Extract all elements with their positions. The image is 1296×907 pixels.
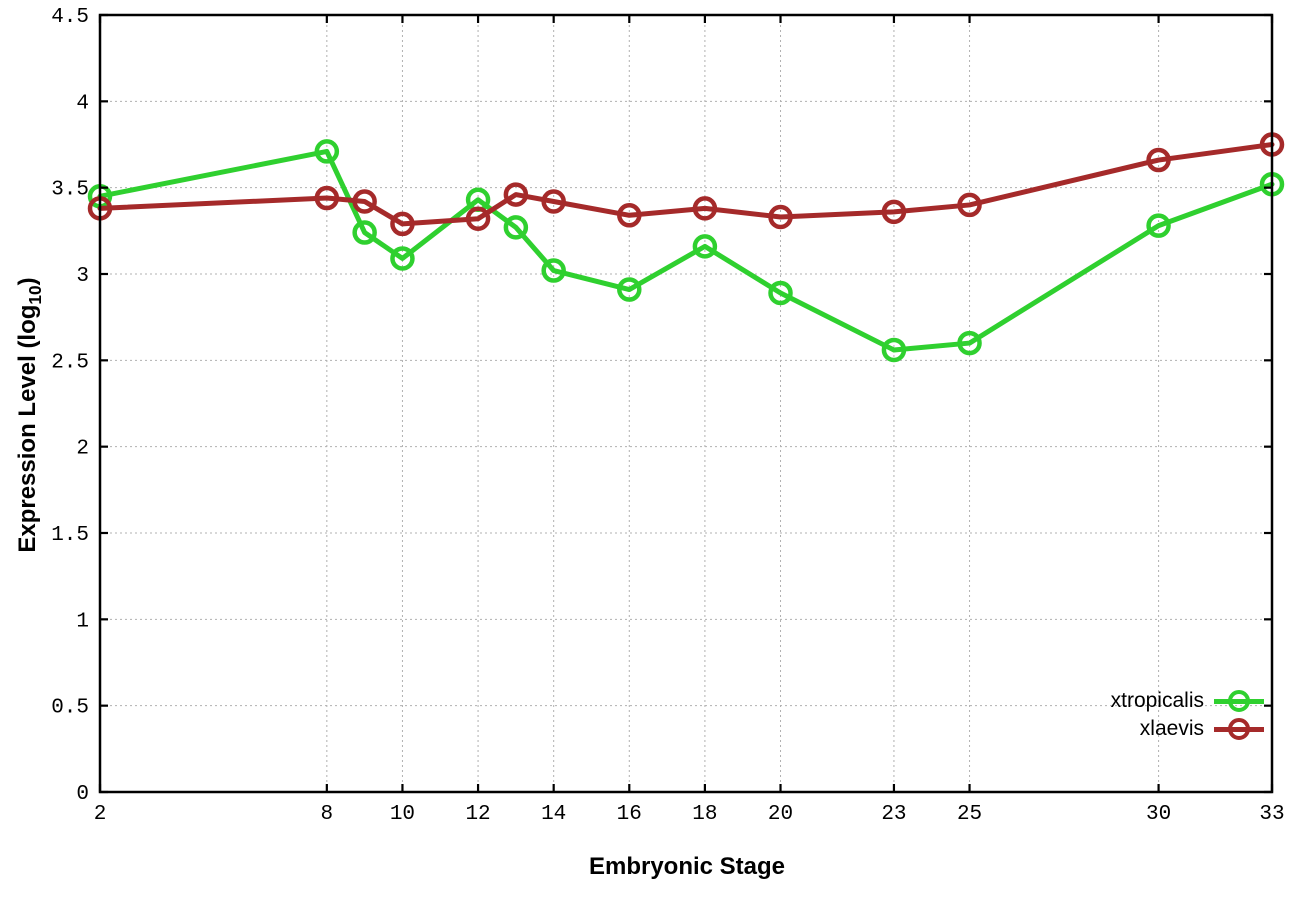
data-point-xlaevis [1146,147,1171,173]
x-tick-label: 8 [321,803,334,826]
data-point-xtropicalis [957,330,982,356]
series-line-xtropicalis [97,148,1275,353]
data-point-xlaevis [352,189,377,214]
data-point-xtropicalis [314,139,340,164]
data-point-xtropicalis [881,337,907,363]
y-tick-label: 1 [76,610,89,633]
data-point-xtropicalis [503,215,529,240]
y-tick-label: 0 [76,783,89,806]
open-circle-marker-icon [1228,718,1250,740]
x-tick-label: 30 [1146,803,1171,826]
y-tick-label: 0.5 [51,697,89,720]
data-point-xlaevis [314,185,340,211]
data-point-xlaevis [768,204,793,230]
y-axis-title-close: ) [14,277,42,286]
data-point-xlaevis [881,199,907,225]
legend-item-xtropicalis: xtropicalis [1111,687,1264,715]
data-point-xtropicalis [768,280,793,306]
data-point-xtropicalis [617,277,642,302]
data-point-xlaevis [617,203,642,228]
y-axis-title: Expression Level (log10) [14,277,46,552]
x-tick-label: 10 [390,803,415,826]
legend-sample-xtropicalis [1214,688,1264,714]
series-xtropicalis [87,139,1285,363]
data-point-xlaevis [465,206,491,231]
x-tick-label: 25 [957,803,982,826]
data-point-xlaevis [692,196,718,221]
tick-marks [98,13,1274,794]
legend-label-xlaevis: xlaevis [1139,717,1204,740]
data-point-xtropicalis [541,258,566,283]
x-tick-label: 23 [881,803,906,826]
data-point-xlaevis [390,211,415,237]
x-axis-title: Embryonic Stage [588,853,786,880]
legend: xtropicalis xlaevis [1111,687,1264,743]
x-tick-label: 14 [541,803,566,826]
x-tick-label: 33 [1259,803,1284,826]
data-point-xtropicalis [692,234,718,259]
x-tick-label: 16 [617,803,642,826]
x-tick-label: 20 [768,803,793,826]
y-tick-label: 3 [76,265,89,288]
data-point-xtropicalis [1146,213,1171,238]
legend-sample-xlaevis [1214,716,1264,742]
series-line-xlaevis [97,142,1275,227]
data-point-xtropicalis [352,220,377,245]
legend-label-xtropicalis: xtropicalis [1110,689,1204,712]
legend-item-xlaevis: xlaevis [1111,715,1264,743]
y-axis-title-subscript: 10 [24,285,45,305]
y-tick-label: 4.5 [51,6,89,29]
data-point-xlaevis [503,182,529,207]
x-tick-label: 18 [692,803,717,826]
y-tick-label: 4 [76,92,89,115]
data-point-xlaevis [541,189,566,214]
data-point-xtropicalis [390,246,415,271]
open-circle-marker-icon [1228,690,1250,712]
x-tick-label: 2 [94,803,107,826]
y-tick-label: 3.5 [51,179,89,202]
x-tick-label: 12 [465,803,490,826]
series-xlaevis [87,132,1285,237]
y-tick-label: 2.5 [51,351,89,374]
gridlines [100,15,1272,792]
y-tick-label: 2 [76,438,89,461]
data-point-xlaevis [957,192,982,218]
y-tick-label: 1.5 [51,524,89,547]
plot-border [98,13,1274,794]
y-axis-title-text: Expression Level (log [14,304,42,553]
